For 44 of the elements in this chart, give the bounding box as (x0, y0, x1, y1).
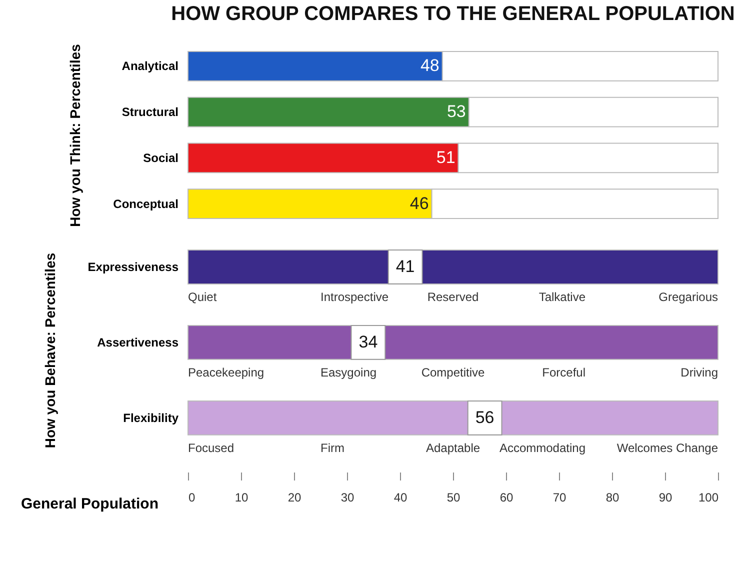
annotation: Introspective (320, 290, 389, 304)
annotation: Driving (680, 365, 718, 380)
y-tick-label: Structural (122, 105, 178, 120)
annotation: Easygoing (320, 365, 377, 380)
y-axis-title: How you Think: Percentiles (67, 44, 84, 227)
data-label: 34 (358, 332, 378, 352)
y-axis-title: How you Behave: Percentiles (42, 252, 58, 448)
data-label: 53 (446, 102, 466, 122)
chart-title: HOW GROUP COMPARES TO THE GENERAL POPULATION (171, 3, 735, 25)
annotation: Gregarious (658, 290, 718, 304)
annotation: Talkative (538, 290, 586, 304)
x-tick-label: 40 (394, 490, 408, 504)
annotation: Accommodating (499, 440, 586, 455)
x-tick-label: 0 (188, 490, 196, 504)
data-label: 51 (436, 148, 456, 167)
y-tick-label: Social (143, 150, 178, 165)
annotation: Peacekeeping (188, 365, 264, 380)
data-label: 46 (410, 194, 429, 213)
x-tick-label: 80 (606, 490, 620, 504)
annotation: Quiet (188, 290, 218, 304)
data-label: 48 (420, 56, 440, 76)
y-tick-label: Assertiveness (97, 335, 179, 350)
y-tick-label: Analytical (122, 59, 178, 74)
data-label: 56 (475, 408, 494, 427)
x-tick-label: 90 (658, 490, 672, 504)
x-tick-label: 10 (234, 490, 248, 504)
annotation: Forceful (542, 365, 586, 380)
y-tick-label: Conceptual (113, 196, 178, 211)
annotation: Firm (320, 440, 344, 455)
annotation: Welcomes Change (616, 440, 718, 455)
x-tick-label: 100 (698, 490, 719, 504)
y-tick-label: Expressiveness (88, 260, 179, 274)
annotation: Competitive (421, 365, 486, 380)
annotation: Focused (188, 440, 234, 455)
x-axis-title: General Population (20, 496, 158, 512)
x-tick-label: 70 (552, 490, 566, 504)
annotation: Reserved (427, 290, 479, 304)
data-label: 41 (396, 256, 415, 276)
x-tick-label: 20 (288, 490, 302, 504)
y-tick-label: Flexibility (123, 410, 179, 425)
x-tick-label: 60 (500, 490, 514, 504)
x-tick-label: 50 (446, 490, 460, 504)
x-tick-label: 30 (340, 490, 354, 504)
annotation: Adaptable (426, 440, 480, 455)
